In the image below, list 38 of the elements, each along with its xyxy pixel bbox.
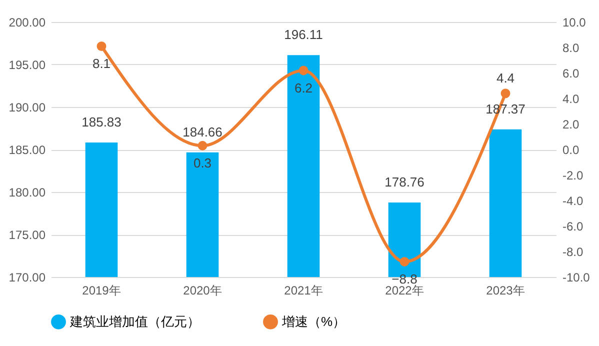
point [96,41,106,51]
point [198,140,208,150]
y2-tick-label: 10.0 [562,16,586,30]
y2-tick-label: -6.0 [562,220,584,234]
x-tick-label: 2021年 [284,284,323,298]
point [500,88,510,98]
data-label: 185.83 [82,114,122,130]
legend-label: 建筑业增加值（亿元） [69,314,200,329]
y2-tick-label: -8.0 [562,245,584,259]
y-tick-label: 175.00 [8,228,46,242]
data-label: 8.1 [92,56,111,72]
y2-tick-label: -2.0 [562,168,584,182]
y2-tick-label: -4.0 [562,194,584,208]
y-tick-label: 185.00 [8,143,46,157]
y-tick-label: 170.00 [8,270,46,284]
y-tick-label: 200.00 [8,16,46,30]
y2-tick-label: -10.0 [562,270,590,284]
x-tick-label: 2020年 [183,284,222,298]
point [298,66,308,76]
data-label: 6.2 [294,80,313,96]
data-label: 0.3 [193,156,212,171]
y-tick-label: 180.00 [8,186,46,200]
y-tick-label: 195.00 [8,58,46,72]
x-tick-label: 2019年 [82,284,121,298]
y2-tick-label: 6.0 [562,66,580,80]
y2-tick-label: 0.0 [562,143,580,157]
x-tick-label: 2022年 [385,284,424,298]
data-label: 178.76 [384,174,424,190]
y2-tick-label: 2.0 [562,118,580,132]
y2-tick-label: 8.0 [562,41,580,55]
y-tick-label: 190.00 [8,100,46,114]
y2-tick-label: 4.0 [562,92,580,106]
data-label: 184.66 [182,124,222,140]
data-label: 4.4 [496,70,515,86]
data-label: 196.11 [284,27,323,42]
legend-label: 增速（%） [281,314,346,329]
point [400,256,410,266]
x-tick-label: 2023年 [486,284,525,298]
